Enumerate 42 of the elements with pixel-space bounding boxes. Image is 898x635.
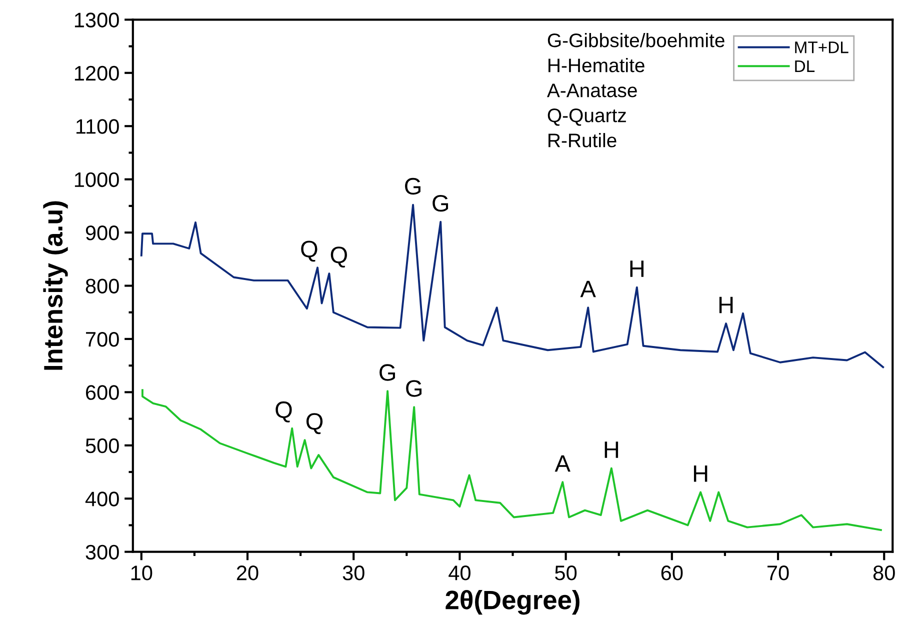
annotation: Q: [301, 240, 318, 262]
annotation: G: [380, 364, 395, 381]
x-tick-label: 80: [873, 566, 895, 580]
y-tick-label: 1100: [76, 119, 119, 134]
legend-label: MT+DL: [795, 42, 848, 54]
annotation: H: [719, 296, 733, 314]
y-tick-label: 1200: [74, 66, 119, 81]
x-tick-label: 40: [448, 566, 470, 580]
annotation: H-Hematite: [548, 58, 644, 72]
annotation: A-Anatase: [546, 84, 637, 98]
y-tick-label: 1300: [74, 12, 119, 28]
x-tick-label: 70: [768, 566, 789, 580]
annotation: H: [694, 466, 708, 482]
x-tick-label: 20: [236, 566, 258, 580]
annotation: H: [630, 260, 644, 277]
legend-label: DL: [795, 60, 815, 72]
annotation: H: [604, 442, 618, 458]
annotation: G-Gibbsite/boehmite: [548, 32, 724, 48]
annotation: A: [554, 455, 570, 472]
y-tick-label: 600: [86, 385, 119, 400]
y-tick-label: 400: [85, 492, 119, 506]
x-tick-label: 10: [131, 566, 152, 580]
y-tick-label: 900: [86, 226, 119, 240]
y-tick-label: 300: [86, 544, 119, 560]
x-tick-label: 30: [342, 566, 364, 580]
y-tick-label: 700: [86, 332, 119, 347]
y-tick-label: 800: [86, 278, 119, 294]
annotation: G: [432, 194, 448, 212]
annotation: Q-Quartz: [548, 108, 626, 126]
x-axis-title: 2θ(Degree): [446, 590, 580, 615]
y-axis-title: Intensity (a.u): [43, 201, 68, 370]
x-tick-label: 50: [555, 566, 577, 580]
annotation: A: [580, 280, 596, 298]
annotation: G: [405, 178, 420, 195]
y-tick-label: 500: [86, 438, 119, 454]
annotation: Q: [330, 246, 347, 268]
annotation: G: [406, 380, 422, 397]
annotation: Q: [276, 401, 292, 422]
x-tick-label: 60: [661, 566, 683, 580]
y-tick-label: 1000: [74, 172, 119, 188]
annotation: Q: [306, 413, 323, 434]
annotation: R-Rutile: [548, 133, 616, 148]
